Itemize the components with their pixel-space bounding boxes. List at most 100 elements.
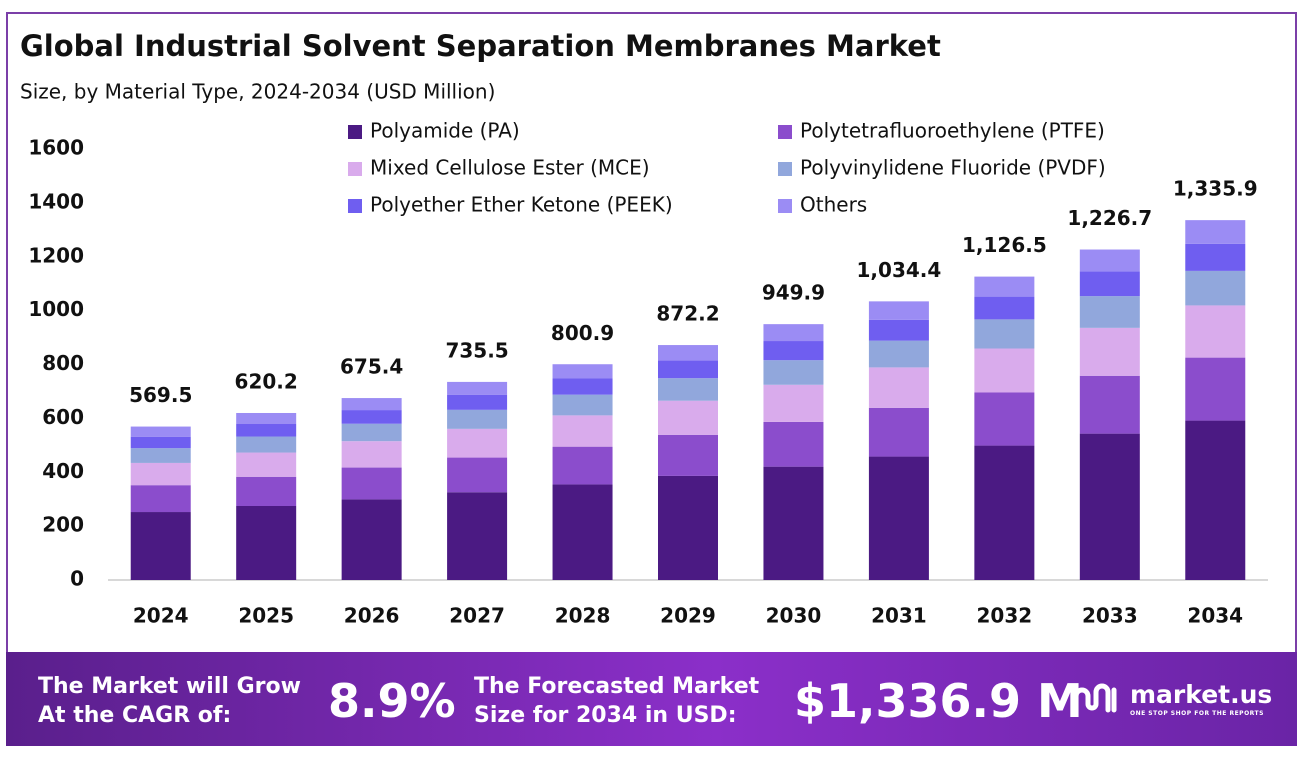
bar-segment (552, 394, 613, 416)
bar-segment (658, 360, 718, 379)
x-tick-label: 2030 (766, 604, 822, 628)
bar-segment (763, 384, 824, 422)
bar-segment (1185, 220, 1246, 244)
bar-segment (130, 462, 191, 486)
cagr-value: 8.9% (328, 674, 456, 728)
bar-segment (974, 276, 1035, 297)
total-label: 675.4 (340, 355, 403, 379)
brand-name: market.us (1130, 680, 1273, 709)
bar-segment (763, 324, 824, 342)
total-label: 620.2 (235, 369, 298, 393)
y-tick-label: 1400 (28, 189, 84, 213)
x-tick-label: 2031 (871, 604, 927, 628)
bar-segment (552, 415, 613, 447)
forecast-label: The Forecasted Market Size for 2034 in U… (474, 672, 759, 730)
cagr-label-line: At the CAGR of: (38, 703, 232, 728)
y-tick-label: 1000 (28, 297, 84, 321)
bar-segment (1185, 305, 1246, 358)
bar-segment (1079, 249, 1140, 272)
bar-segment (341, 423, 402, 442)
bar-segment (974, 348, 1035, 393)
legend-swatch (778, 199, 792, 213)
legend-label: Polyether Ether Ketone (PEEK) (370, 193, 673, 217)
legend-swatch (778, 162, 792, 176)
bar-segment (552, 484, 613, 580)
brand-tagline: ONE STOP SHOP FOR THE REPORTS (1130, 710, 1264, 717)
bar-segment (1185, 357, 1246, 421)
legend-label: Mixed Cellulose Ester (MCE) (370, 156, 650, 180)
x-tick-label: 2033 (1082, 604, 1138, 628)
brand-logo (1073, 683, 1117, 713)
x-tick-label: 2032 (977, 604, 1033, 628)
legend-swatch (348, 199, 362, 213)
bar-segment (974, 319, 1035, 349)
bar-segment (763, 341, 824, 361)
total-label: 1,126.5 (962, 233, 1047, 257)
x-tick-label: 2029 (660, 604, 716, 628)
legend-label: Polyamide (PA) (370, 119, 520, 143)
bar-segment (130, 448, 191, 463)
y-tick-label: 1200 (28, 243, 84, 267)
y-tick-label: 400 (42, 459, 84, 483)
chart-subtitle: Size, by Material Type, 2024-2034 (USD M… (20, 80, 495, 104)
bar-segment (341, 467, 402, 500)
total-label: 1,034.4 (857, 258, 942, 282)
bar-segment (1185, 243, 1246, 271)
bar-segment (868, 407, 929, 457)
bar-segment (236, 436, 297, 453)
y-tick-label: 200 (42, 513, 84, 537)
bar-segment (341, 441, 402, 468)
bar-segment (1079, 433, 1140, 580)
bar-segment (447, 492, 508, 580)
bar-segment (658, 345, 718, 361)
legend-label: Polyvinylidene Fluoride (PVDF) (800, 156, 1106, 180)
bar-segment (1185, 270, 1246, 306)
bar-segment (447, 428, 508, 458)
bar-segment (130, 426, 191, 437)
total-label: 800.9 (551, 321, 614, 345)
bar-segment (447, 394, 508, 410)
bar-segment (763, 421, 824, 467)
legend-swatch (348, 125, 362, 139)
total-label: 1,335.9 (1173, 177, 1258, 201)
bar-segment (658, 378, 718, 401)
y-tick-label: 600 (42, 405, 84, 429)
bar-segment (341, 410, 402, 424)
total-label: 872.2 (656, 302, 719, 326)
total-label: 735.5 (445, 338, 508, 362)
bar-segment (868, 367, 929, 408)
bar-segment (1079, 271, 1140, 297)
bar-segment (552, 378, 613, 395)
bar-segment (552, 364, 613, 379)
bar-segment (447, 457, 508, 493)
chart-frame (6, 12, 1297, 652)
forecast-value: $1,336.9 M (794, 674, 1083, 728)
legend-swatch (778, 125, 792, 139)
bar-segment (1079, 327, 1140, 376)
bar-segment (974, 296, 1035, 320)
y-tick-label: 1600 (28, 136, 84, 160)
forecast-label-line: The Forecasted Market (474, 674, 760, 699)
bar-segment (658, 475, 718, 580)
bar-segment (1079, 375, 1140, 434)
legend-swatch (348, 162, 362, 176)
bar-segment (868, 456, 929, 580)
x-tick-label: 2027 (449, 604, 505, 628)
y-tick-label: 0 (70, 567, 84, 591)
y-tick-label: 800 (42, 351, 84, 375)
bar-segment (236, 424, 297, 437)
bar-segment (552, 446, 613, 485)
x-tick-label: 2025 (238, 604, 294, 628)
forecast-label-line: Size for 2034 in USD: (474, 703, 737, 728)
chart: Global Industrial Solvent Separation Mem… (20, 29, 1268, 628)
chart-title: Global Industrial Solvent Separation Mem… (20, 29, 941, 63)
total-label: 569.5 (129, 383, 192, 407)
bar-segment (130, 436, 191, 449)
bar-segment (236, 412, 297, 425)
bar-segment (341, 398, 402, 411)
bar-segment (130, 485, 191, 513)
bar-segment (763, 360, 824, 385)
total-label: 949.9 (762, 281, 825, 305)
cagr-label-line: The Market will Grow (38, 674, 301, 699)
bar-segment (974, 445, 1035, 580)
